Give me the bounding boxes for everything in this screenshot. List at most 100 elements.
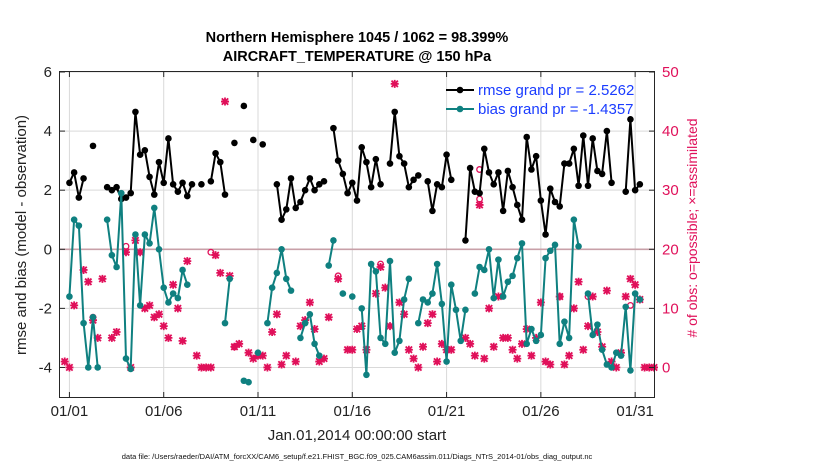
obs-possible-marker [377,260,385,268]
rmse-point [297,198,304,206]
bias-point [565,334,573,342]
rmse-point [70,169,78,176]
obs-assimilated-marker [183,257,192,266]
y-tick-label: 2 [44,182,52,199]
rmse-point [141,146,149,154]
x-axis-label: Jan.01,2014 00:00:00 start [268,427,447,444]
legend-label-rmse: rmse grand pr = 2.5262 [478,82,634,99]
rmse-point [103,183,111,191]
obs-assimilated-marker [60,357,69,366]
obs-assimilated-marker [348,345,357,354]
obs-assimilated-marker [395,298,404,307]
obs-assimilated-marker [155,310,163,319]
bias-point [141,231,149,238]
rmse-point [589,135,597,142]
obs-assimilated-marker [518,339,526,348]
chart-title: Northern Hemisphere 1045 / 1062 = 98.399… [206,30,509,46]
bias-point [495,256,502,263]
obs-assimilated-marker [414,363,423,372]
rmse-point [301,186,309,194]
rmse-point [198,180,205,188]
rmse-point [490,180,498,188]
obs-assimilated-marker [230,342,239,351]
bias-point [485,245,493,253]
obs-assimilated-marker [150,313,159,322]
bias-point [117,189,125,197]
bias-point [528,325,535,333]
obs-assimilated-marker [282,351,291,360]
rmse-line [209,150,226,195]
rmse-point [259,141,267,148]
rmse-point [528,166,535,173]
rmse-point [433,180,441,188]
rmse-point [480,145,488,153]
rmse-point [146,173,153,181]
bias-point [546,247,554,255]
bias-point [631,290,639,297]
obs-assimilated-marker [381,283,390,292]
bias-point [287,287,295,294]
rmse-point [443,151,450,159]
rmse-point [608,179,615,187]
rmse-point [429,207,436,215]
obs-assimilated-marker [489,342,498,351]
rmse-point [122,194,130,201]
obs-assimilated-marker [197,363,206,372]
bias-point [297,334,304,342]
x-tick-label: 01/06 [145,403,183,420]
rmse-point [136,151,144,159]
bias-point [556,340,564,348]
bias-point [132,231,139,238]
obs-assimilated-marker [202,363,211,372]
bias-point [518,240,526,247]
rmse-point [278,216,285,224]
obs-assimilated-marker [508,345,517,354]
y-tick-label: 6 [44,64,52,81]
obs-assimilated-marker [437,339,446,348]
y2-tick-label: 0 [662,359,670,376]
obs-assimilated-marker [173,304,182,313]
bias-point [424,299,432,306]
obs-assimilated-marker [343,345,352,354]
rmse-point [287,175,295,182]
bias-point [221,319,229,327]
bias-point [537,331,545,339]
rmse-point [622,188,630,195]
rmse-point [551,198,559,206]
rmse-point [424,178,432,185]
rmse-point [240,102,248,110]
bias-point [146,240,153,247]
x-tick-label: 01/01 [51,403,89,420]
rmse-point [249,136,257,144]
rmse-point [495,169,502,176]
bias-point [330,237,337,244]
rmse-point [188,180,196,188]
rmse-point [132,108,139,116]
rmse-point [372,155,380,163]
obs-assimilated-marker [470,351,479,360]
obs-assimilated-marker [291,357,300,366]
obs-assimilated-marker [466,339,475,348]
bias-point [532,337,540,345]
rmse-point [405,183,413,191]
y-tick-label: -4 [39,359,52,376]
rmse-point [306,175,314,182]
rmse-point [169,180,177,188]
bias-point [245,378,252,386]
bias-point [443,358,450,365]
obs-assimilated-marker [574,277,583,286]
obs-assimilated-marker [145,301,154,310]
rmse-point [160,179,168,187]
rmse-point [207,178,215,185]
obs-assimilated-marker [626,274,635,283]
legend-marker-bias [456,105,464,113]
bias-point [433,260,441,268]
obs-assimilated-marker [277,360,286,369]
bias-point [66,293,73,300]
rmse-point [358,144,366,151]
bias-point [627,367,634,374]
bias-point [160,284,168,291]
obs-assimilated-marker [140,304,149,313]
obs-assimilated-marker [263,363,272,372]
